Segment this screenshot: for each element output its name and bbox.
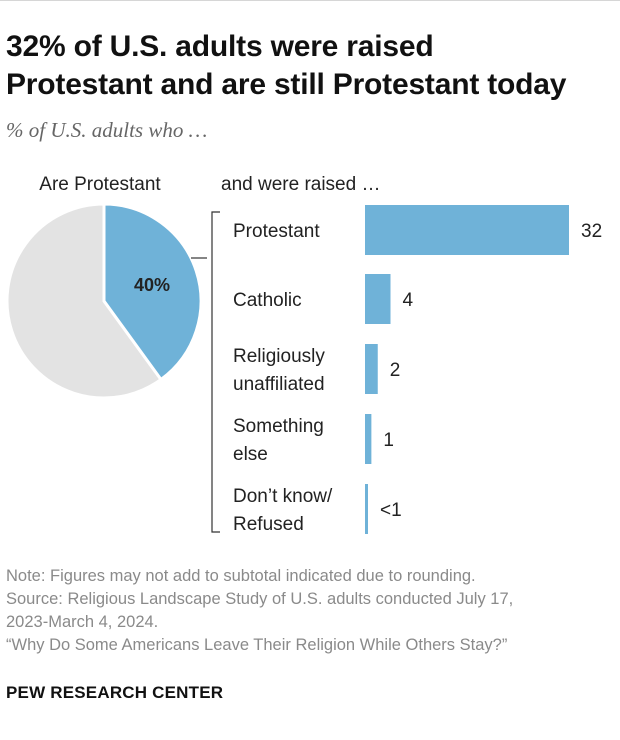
pie-label-protestant: 40% — [134, 275, 170, 295]
pie-slice-protestant — [102, 202, 203, 381]
bar-title: and were raised … — [221, 174, 380, 195]
chart-subtitle: % of U.S. adults who … — [6, 118, 208, 142]
chart-svg: Are Protestant and were raised … 40% Protes… — [5, 174, 602, 535]
bar-category-label: unaffiliated — [233, 374, 325, 395]
bar-data-label: <1 — [380, 500, 402, 521]
source-text-line-1: Source: Religious Landscape Study of U.S… — [6, 590, 514, 608]
bar-category-label: Something — [233, 416, 324, 437]
bar-data-label: 1 — [383, 430, 394, 451]
bar-category-label: Protestant — [233, 221, 320, 242]
top-rule — [0, 0, 620, 1]
chart-area: Are Protestant and were raised … 40% Protes… — [0, 160, 620, 550]
bar — [365, 484, 368, 534]
pie-title: Are Protestant — [39, 174, 161, 195]
bracket-line — [211, 211, 220, 533]
bar — [365, 274, 391, 324]
brand-name: PEW RESEARCH CENTER — [6, 683, 224, 702]
bar-category-label: Catholic — [233, 290, 302, 311]
note-text: Note: Figures may not add to subtotal in… — [6, 567, 476, 585]
bar — [365, 205, 569, 255]
pie-slice-other — [5, 202, 163, 400]
bar-category-label: else — [233, 444, 268, 465]
notes-block: Note: Figures may not add to subtotal in… — [6, 565, 616, 657]
chart-title-line-2: Protestant and are still Protestant toda… — [6, 68, 567, 101]
bar-category-label: Don’t know/ — [233, 486, 333, 507]
bar-data-label: 32 — [581, 221, 602, 242]
chart-title: 32% of U.S. adults were raised Protestan… — [6, 28, 614, 104]
source-text-line-2: 2023-March 4, 2024. — [6, 613, 159, 631]
bar-data-label: 4 — [403, 290, 414, 311]
bar-category-label: Refused — [233, 514, 304, 535]
bar-category-label: Religiously — [233, 346, 325, 367]
report-title: “Why Do Some Americans Leave Their Relig… — [6, 636, 508, 654]
bar-data-label: 2 — [390, 360, 401, 381]
chart-title-line-1: 32% of U.S. adults were raised — [6, 30, 434, 63]
bar — [365, 414, 372, 464]
bar — [365, 344, 378, 394]
